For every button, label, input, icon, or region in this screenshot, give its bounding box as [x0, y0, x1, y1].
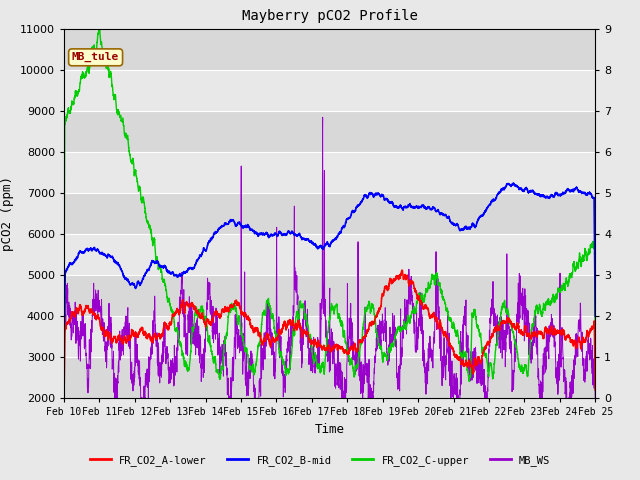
- Bar: [64, 152, 595, 193]
- Bar: [64, 357, 595, 398]
- Bar: [64, 275, 595, 316]
- Legend: FR_CO2_A-lower, FR_CO2_B-mid, FR_CO2_C-upper, MB_WS: FR_CO2_A-lower, FR_CO2_B-mid, FR_CO2_C-u…: [86, 451, 554, 470]
- Bar: [64, 111, 595, 152]
- X-axis label: Time: Time: [315, 423, 344, 436]
- Bar: [64, 70, 595, 111]
- Title: Mayberry pCO2 Profile: Mayberry pCO2 Profile: [242, 10, 417, 24]
- Y-axis label: pCO2 (ppm): pCO2 (ppm): [1, 176, 15, 251]
- Bar: [64, 29, 595, 70]
- Text: MB_tule: MB_tule: [72, 52, 119, 62]
- Bar: [64, 234, 595, 275]
- Bar: [64, 193, 595, 234]
- Bar: [64, 316, 595, 357]
